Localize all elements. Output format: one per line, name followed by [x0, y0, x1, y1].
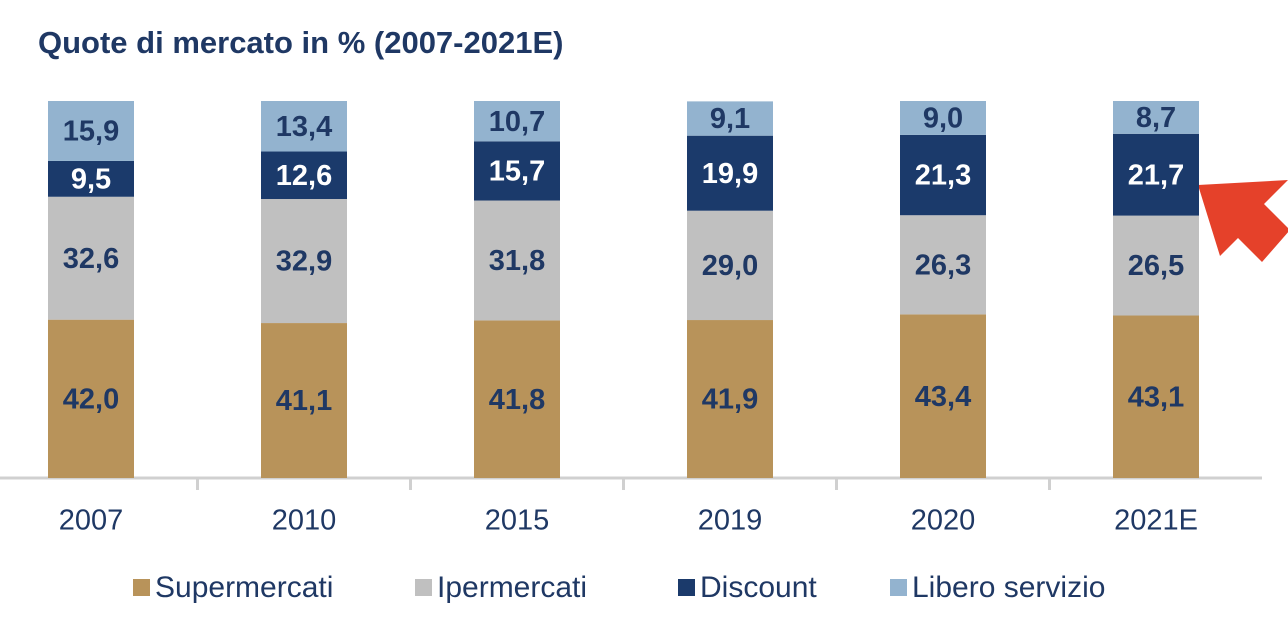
- arrow: [1198, 180, 1288, 262]
- bar-segment: [900, 215, 986, 315]
- value-label: 19,9: [702, 158, 758, 190]
- x-tick-label: 2015: [485, 505, 550, 537]
- bar-segment: [48, 101, 134, 161]
- bar-segment: [1113, 133, 1199, 216]
- legend-label: Supermercati: [155, 571, 333, 604]
- value-label: 26,3: [915, 249, 971, 281]
- x-tick-label: 2021E: [1114, 505, 1198, 537]
- value-label: 12,6: [276, 160, 332, 192]
- bar-segment: [1113, 215, 1199, 316]
- bar-segment: [261, 151, 347, 200]
- bar-segment: [474, 101, 560, 142]
- value-label: 42,0: [63, 383, 119, 415]
- value-label: 29,0: [702, 250, 758, 282]
- value-label: 9,5: [71, 164, 111, 196]
- legend-swatch: [890, 579, 907, 596]
- bar-segment: [900, 134, 986, 216]
- value-label: 10,7: [489, 106, 545, 138]
- bar-segment: [48, 319, 134, 478]
- value-label: 41,1: [276, 385, 332, 417]
- bar-segment: [474, 320, 560, 478]
- value-label: 43,4: [915, 381, 971, 413]
- value-label: 13,4: [276, 111, 332, 143]
- bar-segment: [1113, 315, 1199, 478]
- value-label: 9,1: [710, 103, 750, 135]
- legend-swatch: [133, 579, 150, 596]
- legend-swatch: [678, 579, 695, 596]
- bar-segment: [687, 135, 773, 211]
- value-label: 26,5: [1128, 250, 1184, 282]
- value-label: 21,7: [1128, 159, 1184, 191]
- x-tick-label: 2010: [272, 505, 337, 537]
- legend-label: Discount: [700, 571, 817, 604]
- bar-segment: [474, 141, 560, 201]
- legend-label: Ipermercati: [437, 571, 587, 604]
- bar-segment: [1113, 101, 1199, 134]
- value-label: 15,7: [489, 156, 545, 188]
- value-label: 21,3: [915, 160, 971, 192]
- x-tick-label: 2019: [698, 505, 763, 537]
- bar-segment: [687, 320, 773, 478]
- value-label: 41,8: [489, 384, 545, 416]
- bar-segment: [687, 101, 773, 136]
- x-tick-label: 2020: [911, 505, 976, 537]
- legend-swatch: [415, 579, 432, 596]
- bar-segment: [261, 199, 347, 324]
- chart-title: Quote di mercato in % (2007-2021E): [38, 25, 563, 60]
- value-label: 43,1: [1128, 381, 1184, 413]
- bar-segment: [261, 101, 347, 152]
- bar-segment: [261, 323, 347, 478]
- x-tick-label: 2007: [59, 505, 124, 537]
- value-label: 41,9: [702, 384, 758, 416]
- bar-segment: [48, 196, 134, 320]
- bar-segment: [474, 200, 560, 321]
- value-label: 9,0: [923, 103, 963, 135]
- legend-label: Libero servizio: [912, 571, 1105, 604]
- bar-segment: [687, 210, 773, 321]
- value-label: 32,9: [276, 246, 332, 278]
- bar-segment: [48, 160, 134, 197]
- bar-segment: [900, 101, 986, 135]
- value-label: 32,6: [63, 243, 119, 275]
- value-label: 31,8: [489, 245, 545, 277]
- value-label: 8,7: [1136, 102, 1176, 134]
- bar-segment: [900, 314, 986, 478]
- value-label: 15,9: [63, 116, 119, 148]
